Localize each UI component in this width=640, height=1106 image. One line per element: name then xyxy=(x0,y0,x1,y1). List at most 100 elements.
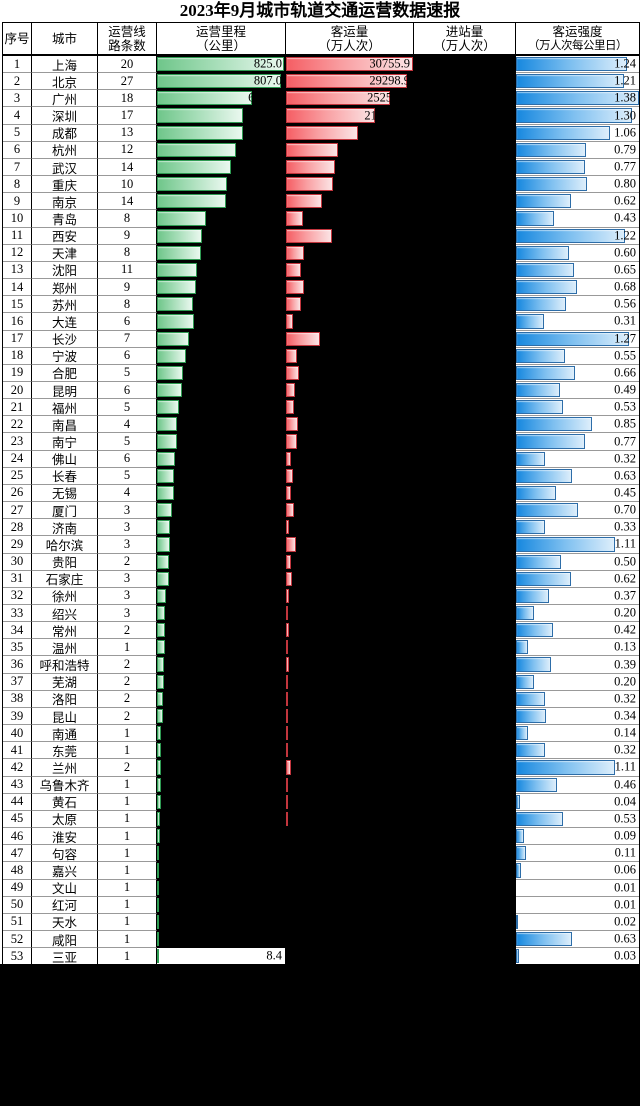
passenger-volume-bar-cell xyxy=(286,605,414,623)
intensity-value-label: 0.13 xyxy=(614,639,636,654)
station-entries-cell-blackedout xyxy=(414,399,516,417)
city-cell: 嘉兴 xyxy=(32,862,98,880)
mileage-bar xyxy=(157,142,237,157)
mileage-bar-cell xyxy=(157,742,286,760)
intensity-bar xyxy=(516,382,560,398)
lines-count-cell: 1 xyxy=(98,776,157,794)
intensity-bar-cell: 0.03 xyxy=(516,948,639,966)
intensity-value-label: 1.27 xyxy=(614,331,636,346)
intensity-bar-cell: 0.65 xyxy=(516,261,639,280)
rank-cell: 36 xyxy=(3,656,32,674)
city-cell: 绍兴 xyxy=(32,605,98,623)
intensity-bar-cell: 0.62 xyxy=(516,570,639,588)
station-entries-cell-blackedout xyxy=(414,450,516,468)
passenger-volume-bar xyxy=(286,537,297,552)
mileage-bar-cell xyxy=(157,587,286,605)
lines-count-cell: 3 xyxy=(98,605,157,623)
mileage-bar-cell xyxy=(157,896,286,914)
intensity-value-label: 1.24 xyxy=(614,56,636,71)
intensity-value-label: 0.53 xyxy=(614,399,636,414)
mileage-bar xyxy=(157,880,159,895)
passenger-volume-bar-cell xyxy=(286,759,414,777)
mileage-bar-cell xyxy=(157,484,286,503)
lines-count-cell: 3 xyxy=(98,536,157,554)
intensity-bar-cell: 0.85 xyxy=(516,416,639,434)
mileage-bar-cell xyxy=(157,296,286,314)
mileage-bar-cell xyxy=(157,639,286,657)
lines-count-cell: 10 xyxy=(98,176,157,194)
passenger-volume-bar xyxy=(286,331,321,346)
lines-count-cell: 1 xyxy=(98,862,157,880)
mileage-bar-cell xyxy=(157,930,286,949)
passenger-volume-bar-cell xyxy=(286,587,414,605)
mileage-bar xyxy=(157,794,161,809)
mileage-bar-cell xyxy=(157,107,286,125)
passenger-volume-bar-cell xyxy=(286,330,414,348)
intensity-bar-cell: 0.50 xyxy=(516,553,639,571)
mileage-bar-cell xyxy=(157,227,286,245)
station-entries-cell-blackedout xyxy=(414,124,516,142)
intensity-value-label: 0.56 xyxy=(614,296,636,311)
lines-count-cell: 5 xyxy=(98,467,157,485)
passenger-volume-bar-cell xyxy=(286,810,414,829)
intensity-bar xyxy=(516,177,588,192)
passenger-volume-bar-cell xyxy=(286,433,414,451)
intensity-value-label: 0.46 xyxy=(614,777,636,792)
station-entries-cell-blackedout xyxy=(414,381,516,400)
station-entries-cell-blackedout xyxy=(414,141,516,159)
city-cell: 长沙 xyxy=(32,330,98,348)
lines-count-cell: 6 xyxy=(98,450,157,468)
mileage-bar-cell xyxy=(157,570,286,588)
passenger-volume-bar xyxy=(286,571,292,586)
lines-count-cell: 4 xyxy=(98,484,157,503)
passenger-volume-bar-cell xyxy=(286,673,414,691)
passenger-volume-value-label: 30755.9 xyxy=(369,56,410,71)
mileage-bar-cell xyxy=(157,364,286,382)
passenger-volume-bar-cell xyxy=(286,347,414,365)
rank-cell: 39 xyxy=(3,707,32,726)
lines-count-cell: 5 xyxy=(98,364,157,382)
rank-cell: 9 xyxy=(3,193,32,211)
passenger-volume-bar-cell xyxy=(286,141,414,159)
passenger-volume-bar xyxy=(286,520,290,535)
table-row: 5 成都 13 1.06 xyxy=(3,124,639,142)
passenger-volume-bar xyxy=(286,485,292,501)
lines-count-cell: 14 xyxy=(98,193,157,211)
city-cell: 常州 xyxy=(32,622,98,640)
table-row: 39 昆山 2 0.34 xyxy=(3,707,639,726)
station-entries-cell-blackedout xyxy=(414,158,516,177)
passenger-volume-bar-cell xyxy=(286,502,414,520)
intensity-value-label: 0.63 xyxy=(614,931,636,946)
intensity-bar xyxy=(516,777,557,792)
mileage-bar-cell: 807.0 xyxy=(157,73,286,91)
rank-cell: 34 xyxy=(3,622,32,640)
station-entries-cell-blackedout xyxy=(414,261,516,280)
lines-count-cell: 12 xyxy=(98,141,157,159)
mileage-bar xyxy=(157,777,161,792)
passenger-volume-bar xyxy=(286,777,288,792)
city-cell: 福州 xyxy=(32,399,98,417)
mileage-bar xyxy=(157,657,165,672)
rank-cell: 10 xyxy=(3,210,32,228)
station-entries-cell-blackedout xyxy=(414,656,516,674)
station-entries-cell-blackedout xyxy=(414,502,516,520)
passenger-volume-bar xyxy=(286,726,288,741)
lines-count-cell: 4 xyxy=(98,416,157,434)
city-cell: 无锡 xyxy=(32,484,98,503)
table-row: 36 呼和浩特 2 0.39 xyxy=(3,656,639,674)
lines-count-cell: 6 xyxy=(98,381,157,400)
city-cell: 石家庄 xyxy=(32,570,98,588)
passenger-volume-bar xyxy=(286,262,302,278)
mileage-bar xyxy=(157,74,282,89)
table-row: 46 淮安 1 0.09 xyxy=(3,828,639,846)
intensity-bar-cell: 0.14 xyxy=(516,725,639,743)
rank-cell: 33 xyxy=(3,605,32,623)
mileage-bar xyxy=(157,571,169,586)
intensity-bar xyxy=(516,708,547,724)
table-row: 28 济南 3 0.33 xyxy=(3,519,639,537)
city-cell: 长春 xyxy=(32,467,98,485)
mileage-bar-cell xyxy=(157,879,286,897)
city-cell: 呼和浩特 xyxy=(32,656,98,674)
mileage-bar xyxy=(157,691,164,706)
